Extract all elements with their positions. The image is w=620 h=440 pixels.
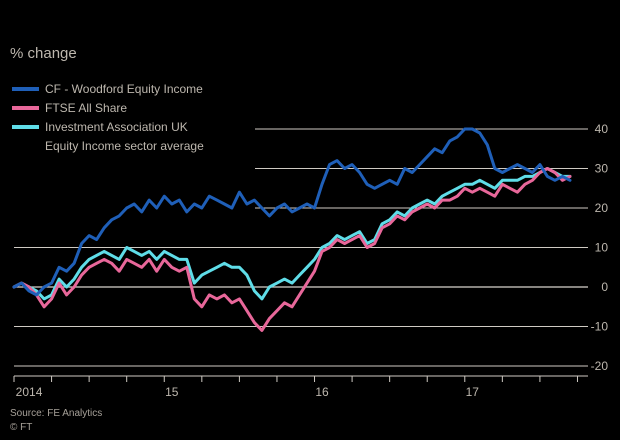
legend-swatch [12,106,39,110]
legend-label: CF - Woodford Equity Income [45,82,203,96]
series-lines [12,127,572,332]
ft-credit: © FT [10,422,32,433]
x-tick-label: 2014 [16,385,43,399]
x-tick-label: 17 [466,385,480,399]
legend-label: FTSE All Share [45,101,127,115]
y-tick-label: 10 [595,241,609,255]
legend-label: Investment Association UK [45,120,188,134]
y-axis-labels: 40 30 20 10 0 -10 -20 [591,122,609,373]
x-tick-label: 15 [165,385,179,399]
y-tick-label: -10 [591,320,609,334]
source-note: Source: FE Analytics [10,408,102,419]
y-tick-label: -20 [591,359,609,373]
legend-label: Equity Income sector average [45,139,204,153]
legend-swatch [12,125,39,129]
y-tick-label: 30 [595,162,609,176]
legend-swatch [12,87,39,91]
y-tick-label: 0 [601,280,608,294]
x-tick-label: 16 [315,385,329,399]
series-line [12,167,572,301]
series-line [12,127,572,297]
y-tick-label: 40 [595,122,609,136]
gridlines [14,128,588,367]
chart-title: % change [10,45,77,62]
legend: CF - Woodford Equity Income FTSE All Shar… [12,82,204,153]
x-axis: 2014 15 16 17 [13,375,588,399]
series-line [12,167,572,332]
y-tick-label: 20 [595,201,609,215]
